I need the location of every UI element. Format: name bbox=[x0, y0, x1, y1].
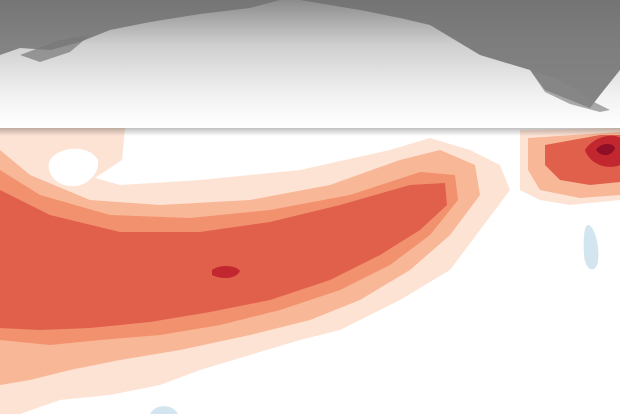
contour-deepest-east bbox=[596, 144, 615, 156]
contour-dark bbox=[0, 183, 447, 330]
band-shadow bbox=[0, 128, 620, 136]
contour-hole bbox=[48, 148, 99, 187]
mexico bbox=[530, 70, 610, 112]
contour-darkest bbox=[212, 265, 240, 279]
japan bbox=[20, 35, 90, 62]
cool-spot bbox=[583, 225, 599, 270]
cool-spot-south bbox=[150, 406, 178, 414]
